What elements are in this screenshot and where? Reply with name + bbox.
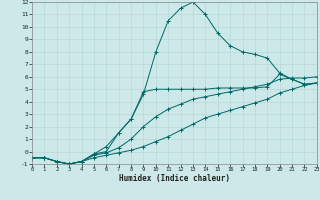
X-axis label: Humidex (Indice chaleur): Humidex (Indice chaleur) bbox=[119, 174, 230, 183]
